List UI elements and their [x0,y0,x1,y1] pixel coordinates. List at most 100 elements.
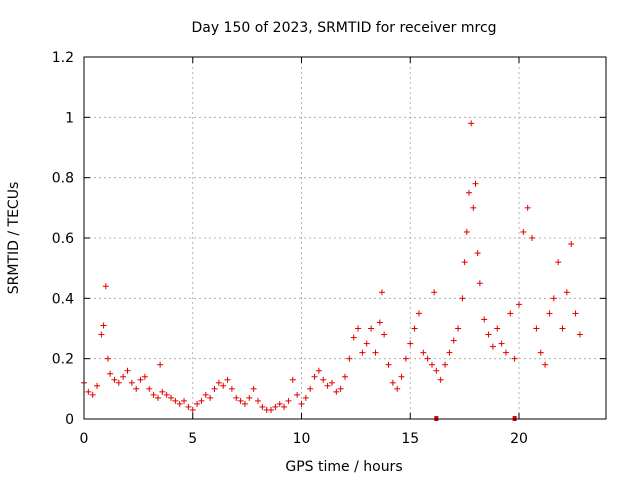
data-point [159,388,166,395]
x-tick-label: 5 [188,431,197,447]
data-point [289,376,296,383]
data-point [233,394,240,401]
data-point [355,325,362,332]
data-point [89,391,96,398]
y-tick-label: 0.8 [52,171,74,187]
data-point [472,180,479,187]
data-point [363,340,370,347]
data-point [424,355,431,362]
y-tick-label: 1 [65,110,74,126]
data-point [163,391,170,398]
data-point [450,337,457,344]
data-point [107,370,114,377]
data-point [524,204,531,211]
data-point [342,373,348,380]
data-point [533,325,540,332]
data-point [516,301,522,308]
plot-frame [83,56,607,420]
data-point [102,283,109,290]
data-point [246,394,253,401]
y-tick-label: 0.6 [52,231,74,247]
data-point [324,382,331,389]
data-point [407,340,414,347]
data-point [220,382,227,389]
data-point [459,295,466,302]
mark-layer [81,120,583,421]
data-point [294,391,301,398]
data-point [465,189,472,196]
data-point [429,361,435,368]
data-point [302,394,309,401]
data-point [481,316,488,323]
data-point [202,391,209,398]
x-tick-label: 0 [80,431,89,447]
data-point [529,235,536,241]
data-point [489,343,496,350]
data-point [154,394,161,401]
data-point [542,361,549,368]
data-point [211,385,218,392]
tick-layer: 0 0.2 0.4 0.6 0.8 1 1.2 0 5 10 15 20 [52,50,606,447]
data-point [502,349,509,356]
data-point [207,394,214,401]
data-point [389,379,396,386]
data-point [298,400,305,407]
data-point [259,403,266,410]
data-point [563,289,570,296]
data-point [463,228,470,235]
data-point [100,322,107,329]
data-point [346,355,353,362]
data-point [470,204,477,211]
data-point [520,228,527,235]
data-point [568,241,575,248]
data-point [141,373,148,380]
data-point [455,325,462,332]
chart-title: Day 150 of 2023, SRMTID for receiver mrc… [191,20,496,36]
data-point [137,376,144,383]
data-point [498,340,505,347]
data-point [398,373,405,380]
data-point [224,376,231,383]
x-tick-label: 20 [510,431,528,447]
data-point [333,388,340,395]
data-point [559,325,566,332]
data-point [311,373,318,380]
data-point [474,250,481,257]
data-point [281,403,288,410]
data-point [546,310,553,317]
data-point [350,334,357,341]
data-point [276,400,283,407]
data-point [315,367,322,374]
data-point [133,385,140,392]
data-point [115,379,122,386]
data-point [168,394,174,401]
y-axis-label: SRMTID / TECUs [6,182,22,295]
data-point [241,400,248,407]
data-point [181,397,188,404]
data-point [550,295,557,302]
data-point [468,120,475,127]
data-point [85,388,92,395]
x-axis-label: GPS time / hours [285,459,402,475]
data-point [433,367,440,374]
data-point [268,406,275,413]
data-point [104,355,111,362]
data-point [194,400,201,407]
data-point [189,406,196,413]
y-tick-label: 0 [65,412,74,428]
data-point [255,397,261,404]
data-point [476,280,483,287]
data-point [237,397,244,404]
data-point [111,376,118,383]
data-point [385,361,392,368]
data-point [228,385,235,392]
data-point [372,349,379,356]
data-point [172,397,179,404]
data-point [128,379,135,386]
data-point [285,397,292,404]
data-point [185,403,192,410]
data-point [320,376,327,383]
data-point [572,310,579,317]
data-point [411,325,418,332]
data-point [359,349,366,356]
